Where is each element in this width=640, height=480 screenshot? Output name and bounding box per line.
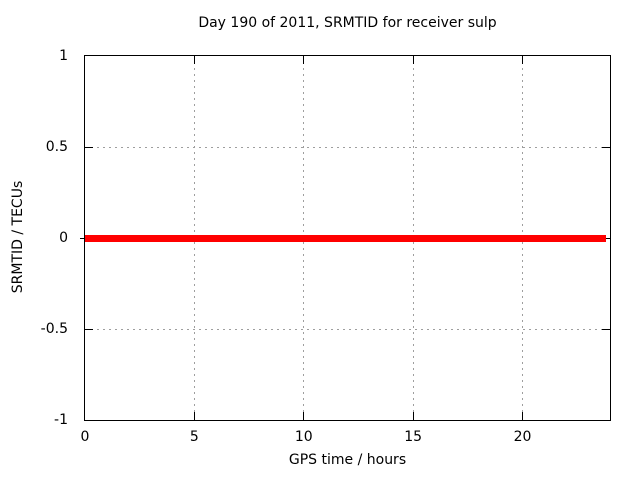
x-tick-label: 10	[294, 429, 313, 445]
x-tick-mark-bottom	[412, 412, 414, 420]
y-tick-label: -0.5	[40, 321, 68, 337]
x-tick-mark-top	[522, 56, 523, 64]
series-line-srmtid	[85, 234, 606, 242]
y-tick-label: -1	[54, 412, 68, 428]
chart-title: Day 190 of 2011, SRMTID for receiver sul…	[198, 15, 497, 31]
x-tick-mark-bottom	[522, 412, 523, 420]
x-tick-label: 5	[189, 429, 199, 445]
x-tick-label: 15	[404, 429, 423, 445]
x-axis-label: GPS time / hours	[288, 452, 407, 468]
y-tick-mark-left	[85, 328, 93, 330]
y-tick-mark-right	[602, 146, 610, 148]
plot-area	[80, 55, 611, 421]
y-tick-label: 0.5	[45, 139, 68, 155]
x-tick-label: 0	[80, 429, 90, 445]
x-tick-label: 20	[513, 429, 532, 445]
y-gridline	[85, 328, 610, 330]
x-tick-mark-bottom	[193, 412, 195, 420]
y-tick-mark-left	[85, 146, 93, 148]
y-tick-label: 0	[59, 230, 68, 246]
y-tick-label: 1	[59, 48, 68, 64]
x-tick-mark-bottom	[303, 412, 305, 420]
y-gridline	[85, 146, 610, 148]
x-tick-mark-top	[412, 56, 414, 64]
y-tick-mark-right	[602, 328, 610, 330]
x-tick-mark-top	[303, 56, 305, 64]
x-tick-mark-top	[193, 56, 195, 64]
y-tick-mark-right	[602, 237, 610, 239]
